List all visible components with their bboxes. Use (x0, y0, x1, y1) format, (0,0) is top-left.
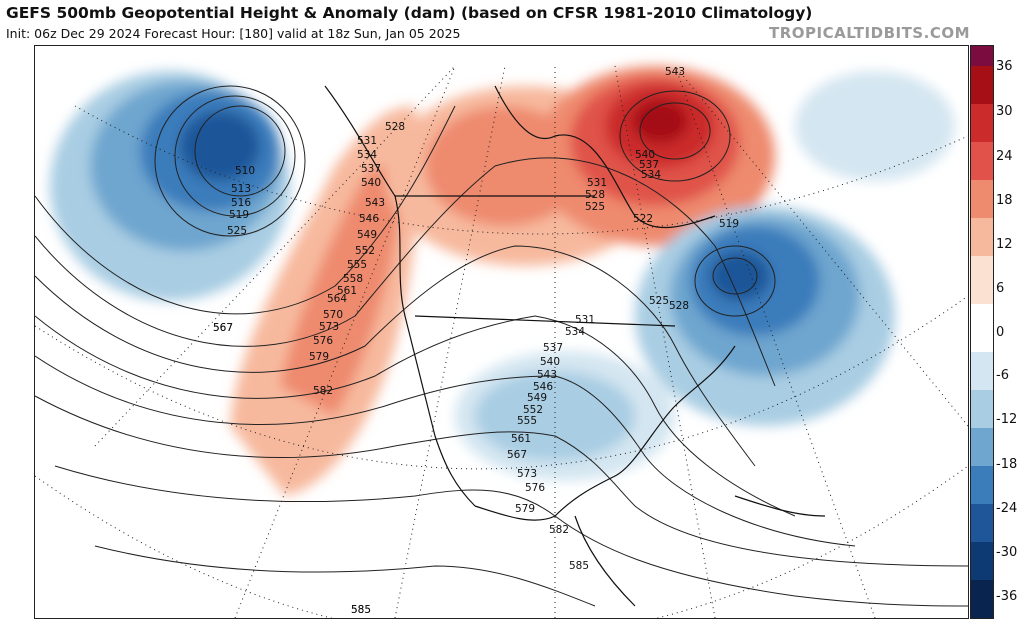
colorbar-segment (971, 390, 993, 428)
contour-label: 567 (507, 449, 527, 461)
contour-label: 537 (639, 159, 659, 171)
contour-labels: 510 513 516 519 525 528 531 534 537 540 … (213, 66, 739, 616)
watermark: TROPICALTIDBITS.COM (769, 24, 970, 42)
contour-label: 528 (585, 189, 605, 201)
colorbar-segment (971, 580, 993, 618)
contour-label: 546 (359, 213, 379, 225)
contour-label: 537 (361, 163, 381, 175)
contour-label: 543 (665, 66, 685, 78)
contour-label: 531 (575, 314, 595, 326)
contour-label: 540 (540, 356, 560, 368)
contour-label: 555 (347, 259, 367, 271)
contour-label: 534 (641, 169, 661, 181)
contour-label: 528 (669, 300, 689, 312)
contour-label: 570 (323, 309, 343, 321)
colorbar-label: 36 (996, 59, 1013, 74)
colorbar-segment (971, 466, 993, 504)
contour-label: 582 (549, 524, 569, 536)
contour-label: 537 (543, 342, 563, 354)
colorbar-segment (971, 142, 993, 180)
contour-label: 519 (719, 218, 739, 230)
colorbar-label: 6 (996, 281, 1005, 296)
colorbar-segment (971, 352, 993, 390)
contour-label: 552 (355, 245, 375, 257)
colorbar-segment (971, 504, 993, 542)
colorbar-label: 24 (996, 149, 1013, 164)
colorbar-segment (971, 256, 993, 304)
contour-label: 513 (231, 183, 251, 195)
contour-label: 561 (511, 433, 531, 445)
contour-label: 582 (313, 385, 333, 397)
contour-label: 546 (533, 381, 553, 393)
contour-label: 516 (231, 197, 251, 209)
colorbar-label: -36 (996, 589, 1018, 604)
contour-label: 576 (313, 335, 333, 347)
colorbar-segment (971, 428, 993, 466)
contour-label: 522 (633, 213, 653, 225)
contour-label: 579 (309, 351, 329, 363)
contour-label: 579 (515, 503, 535, 515)
anomaly-colorbar (970, 45, 994, 619)
colorbar-segment (971, 542, 993, 580)
contour-label: 528 (385, 121, 405, 133)
contour-label: 531 (357, 135, 377, 147)
contour-label: 585 (569, 560, 589, 572)
colorbar-label: -18 (996, 457, 1018, 472)
colorbar-label: 12 (996, 237, 1013, 252)
contour-label: 549 (527, 392, 547, 404)
colorbar-label: 30 (996, 104, 1013, 119)
contour-label: 525 (585, 201, 605, 213)
contour-label: 540 (635, 149, 655, 161)
colorbar-label: -30 (996, 545, 1018, 560)
contour-label: 561 (337, 285, 357, 297)
contour-label: 585 (351, 604, 371, 616)
contour-label: 510 (235, 165, 255, 177)
contour-label: 543 (537, 369, 557, 381)
contour-label: 549 (357, 229, 377, 241)
contour-label: 573 (319, 321, 339, 333)
colorbar-label: -6 (996, 368, 1009, 383)
contour-label: 552 (523, 404, 543, 416)
colorbar-label: -24 (996, 501, 1018, 516)
colorbar-segment (971, 104, 993, 142)
map-subtitle: Init: 06z Dec 29 2024 Forecast Hour: [18… (6, 26, 461, 41)
colorbar-segment (971, 218, 993, 256)
map-graphic: 510 513 516 519 525 528 531 534 537 540 … (35, 65, 968, 618)
colorbar-segment (971, 66, 993, 104)
colorbar-segment (971, 46, 993, 66)
colorbar-segment (971, 180, 993, 218)
contour-label: 585 (351, 604, 371, 616)
contour-label: 558 (343, 273, 363, 285)
colorbar-label: -12 (996, 412, 1018, 427)
colorbar-label: 0 (996, 325, 1005, 340)
anomaly-shading (50, 66, 955, 496)
map-title: GEFS 500mb Geopotential Height & Anomaly… (6, 4, 813, 22)
colorbar-label: 18 (996, 193, 1013, 208)
contour-label: 519 (229, 209, 249, 221)
contour-label: 540 (361, 177, 381, 189)
contour-label: 525 (227, 225, 247, 237)
contour-label: 567 (213, 322, 233, 334)
map-panel: 510 513 516 519 525 528 531 534 537 540 … (34, 45, 969, 619)
contour-label: 567 (213, 322, 233, 334)
contour-label: 564 (327, 293, 347, 305)
contour-label: 534 (565, 326, 585, 338)
contour-label: 555 (517, 415, 537, 427)
contour-label: 534 (357, 149, 377, 161)
contour-label: 543 (365, 197, 385, 209)
colorbar-segment (971, 304, 993, 352)
coastlines (324, 85, 826, 607)
contour-label: 525 (649, 295, 669, 307)
contour-label: 573 (517, 468, 537, 480)
contour-label: 576 (525, 482, 545, 494)
contour-label: 531 (587, 177, 607, 189)
